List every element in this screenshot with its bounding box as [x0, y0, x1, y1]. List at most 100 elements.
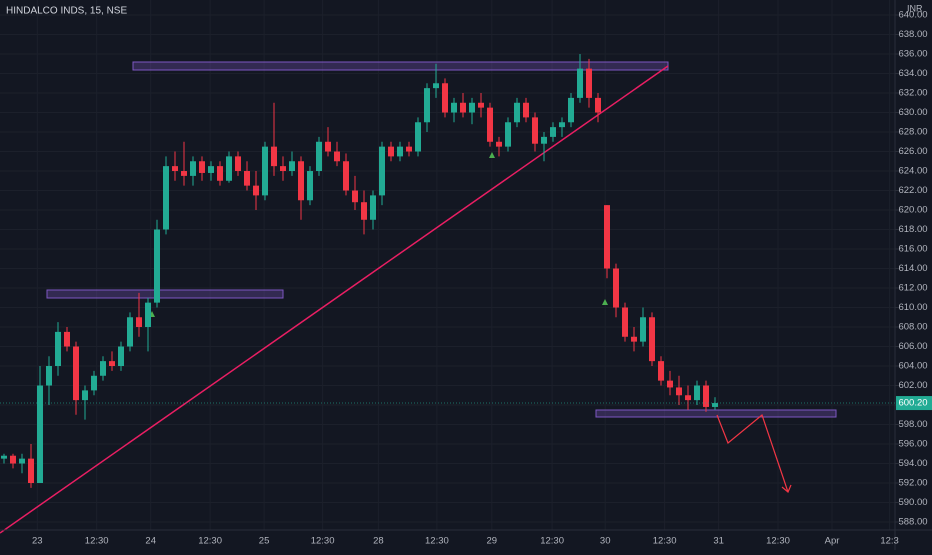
signal-marker: [489, 152, 495, 158]
candle-body: [54, 331, 61, 367]
x-tick-label: 12:30: [540, 536, 564, 547]
x-tick-label: 30: [600, 536, 611, 547]
candle-body: [81, 390, 88, 401]
last-price-label: 600.20: [898, 398, 927, 409]
candle-body: [108, 361, 115, 367]
x-tick-label: 23: [32, 536, 43, 547]
y-tick-label: 598.00: [898, 419, 927, 430]
y-tick-label: 640.00: [898, 10, 927, 21]
candles: [0, 54, 719, 488]
signal-marker: [602, 299, 608, 305]
x-tick-label: 12:30: [198, 536, 222, 547]
candle-body: [712, 403, 719, 407]
candle-body: [532, 117, 539, 144]
candle-body: [270, 146, 277, 167]
candle-body: [234, 156, 241, 172]
candle-body: [117, 346, 124, 367]
x-tick-label: Apr: [825, 536, 840, 547]
candle-body: [216, 166, 223, 181]
candle-body: [289, 161, 296, 172]
axes: 588.00 590.00 592.00 594.00 596.00 598.00 600.…: [0, 10, 932, 547]
candle-body: [433, 83, 440, 89]
y-tick-label: 606.00: [898, 341, 927, 352]
y-tick-label: 620.00: [898, 205, 927, 216]
candle-body: [523, 102, 530, 118]
arrow-head: [781, 484, 792, 493]
candle-body: [180, 171, 187, 176]
candle-body: [460, 102, 467, 113]
candle-body: [469, 102, 476, 113]
candle-body: [415, 122, 422, 152]
drawings: [0, 61, 837, 534]
candle-body: [361, 202, 368, 220]
candle-body: [225, 156, 232, 181]
x-tick-label: 24: [145, 536, 156, 547]
candle-body: [595, 97, 602, 113]
candle-body: [640, 317, 647, 342]
candle-body: [63, 331, 70, 347]
candle-body: [72, 346, 79, 401]
y-tick-label: 608.00: [898, 322, 927, 333]
x-tick-label: 12:30: [311, 536, 335, 547]
candle-body: [505, 122, 512, 147]
last-price-badge: [896, 396, 932, 411]
x-tick-label: 12:30: [425, 536, 449, 547]
y-tick-label: 626.00: [898, 146, 927, 157]
candle-body: [198, 161, 205, 173]
y-tick-label: 622.00: [898, 185, 927, 196]
candle-body: [243, 171, 250, 186]
candle-body: [559, 122, 566, 128]
y-tick-label: 604.00: [898, 361, 927, 372]
candle-body: [135, 317, 142, 328]
candle-body: [667, 380, 674, 388]
x-tick-label: 29: [487, 536, 498, 547]
candle-body: [694, 385, 701, 401]
candle-body: [27, 458, 34, 484]
candle-body: [144, 302, 151, 328]
candle-body: [703, 385, 710, 407]
candle-body: [207, 166, 214, 173]
y-tick-label: 634.00: [898, 68, 927, 79]
currency-label: INR: [907, 3, 923, 13]
candle-body: [613, 268, 620, 308]
candle-body: [586, 68, 593, 98]
candle-body: [397, 146, 404, 157]
candle-body: [162, 166, 169, 230]
candle-body: [604, 205, 611, 269]
y-tick-label: 590.00: [898, 497, 927, 508]
candle-body: [171, 166, 178, 172]
candle-body: [370, 195, 377, 220]
y-tick-label: 592.00: [898, 478, 927, 489]
candle-body: [18, 458, 25, 464]
candle-body: [451, 102, 458, 113]
candle-body: [496, 141, 503, 147]
candle-body: [189, 161, 196, 176]
candle-body: [577, 68, 584, 98]
candle-body: [649, 317, 656, 362]
x-tick-label: 28: [373, 536, 384, 547]
y-tick-label: 628.00: [898, 127, 927, 138]
candle-body: [406, 146, 413, 152]
y-tick-label: 612.00: [898, 283, 927, 294]
x-tick-label: 25: [259, 536, 270, 547]
candle-body: [388, 146, 395, 157]
candle-body: [676, 387, 683, 396]
candle-body: [622, 307, 629, 337]
y-tick-label: 638.00: [898, 29, 927, 40]
candle-body: [99, 361, 106, 376]
y-tick-label: 596.00: [898, 439, 927, 450]
candle-body: [261, 146, 268, 196]
candle-body: [0, 455, 7, 459]
y-tick-label: 636.00: [898, 49, 927, 60]
candle-body: [126, 317, 133, 347]
y-tick-label: 614.00: [898, 263, 927, 274]
candle-body: [298, 161, 305, 201]
y-tick-label: 632.00: [898, 88, 927, 99]
candle-body: [658, 361, 665, 381]
candle-body: [36, 385, 43, 484]
candle-body: [568, 97, 575, 123]
candle-body: [550, 127, 557, 137]
y-tick-label: 594.00: [898, 458, 927, 469]
y-tick-label: 602.00: [898, 380, 927, 391]
